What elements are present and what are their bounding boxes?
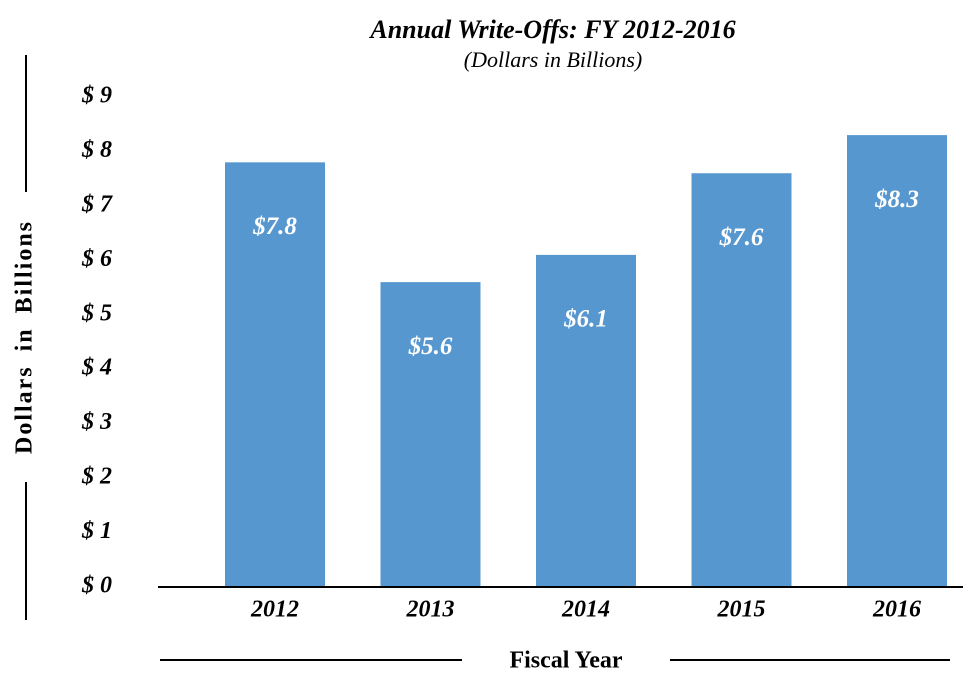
- chart-subtitle: (Dollars in Billions): [464, 47, 642, 72]
- bar: [847, 135, 947, 587]
- data-label: $5.6: [408, 333, 453, 360]
- y-tick-label: $ 3: [81, 409, 112, 435]
- y-tick-label: $ 7: [81, 191, 113, 217]
- x-tick-label: 2012: [250, 597, 299, 623]
- data-label: $7.6: [719, 224, 764, 251]
- bar: [380, 282, 481, 587]
- data-label: $7.8: [252, 213, 297, 240]
- y-tick-label: $ 1: [81, 518, 112, 544]
- bar: [691, 173, 792, 587]
- chart-title: Annual Write-Offs: FY 2012-2016: [368, 15, 735, 44]
- y-tick-label: $ 2: [81, 464, 112, 490]
- y-tick-label: $ 9: [81, 83, 112, 109]
- y-tick-label: $ 0: [81, 573, 112, 599]
- y-tick-label: $ 6: [81, 246, 112, 272]
- x-tick-label: 2013: [406, 597, 455, 623]
- x-tick-label: 2016: [872, 597, 921, 623]
- y-tick-label: $ 5: [81, 300, 112, 326]
- data-label: $6.1: [563, 306, 608, 333]
- x-tick-label: 2015: [717, 597, 766, 623]
- x-tick-label: 2014: [561, 597, 610, 623]
- bar: [225, 162, 325, 588]
- x-axis-label: Fiscal Year: [509, 648, 622, 674]
- y-axis-label: Dollars in Billions: [12, 220, 38, 454]
- data-label: $8.3: [874, 186, 919, 213]
- y-tick-label: $ 8: [81, 137, 112, 163]
- y-tick-label: $ 4: [81, 355, 112, 381]
- bar: [536, 254, 636, 587]
